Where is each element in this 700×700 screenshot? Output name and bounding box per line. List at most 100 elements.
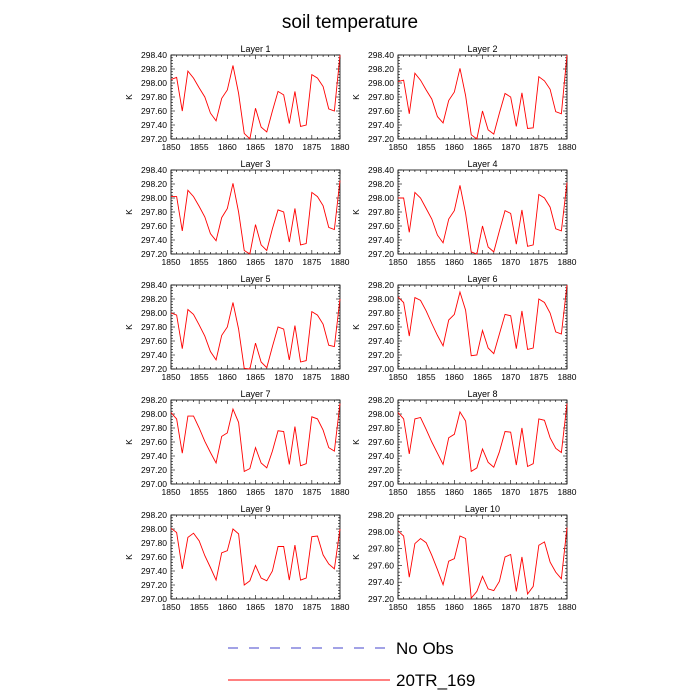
x-tick-label: 1855: [417, 487, 436, 497]
y-tick-label: 298.40: [368, 50, 394, 60]
x-tick-label: 1870: [274, 142, 293, 152]
x-tick-label: 1875: [529, 142, 548, 152]
x-tick-label: 1860: [218, 602, 237, 612]
y-tick-label: 298.20: [368, 395, 394, 405]
y-tick-label: 297.20: [141, 580, 167, 590]
x-tick-label: 1870: [501, 487, 520, 497]
x-tick-label: 1880: [331, 257, 350, 267]
legend-item: 20TR_169: [228, 671, 475, 690]
panel-title: Layer 7: [240, 389, 270, 399]
y-tick-label: 298.00: [368, 193, 394, 203]
y-tick-label: 297.40: [368, 577, 394, 587]
y-tick-label: 298.00: [368, 294, 394, 304]
y-axis-label: K: [124, 554, 134, 560]
x-tick-label: 1850: [162, 602, 181, 612]
y-tick-label: 298.20: [141, 179, 167, 189]
x-tick-label: 1860: [218, 487, 237, 497]
panel-layer-4: Layer 4 K 1850 1855 1860 1865 1870 1875 1880 297.…: [351, 159, 577, 267]
y-tick-label: 297.60: [368, 221, 394, 231]
series-line-20TR_169: [397, 527, 568, 600]
y-tick-label: 298.20: [141, 294, 167, 304]
y-tick-label: 297.40: [141, 120, 167, 130]
x-tick-label: 1875: [529, 372, 548, 382]
y-tick-label: 298.40: [141, 280, 167, 290]
y-tick-label: 297.20: [141, 364, 167, 374]
x-tick-label: 1875: [302, 257, 321, 267]
y-tick-label: 298.40: [368, 165, 394, 175]
x-tick-label: 1880: [331, 602, 350, 612]
x-tick-label: 1870: [274, 602, 293, 612]
x-tick-label: 1870: [501, 602, 520, 612]
x-tick-label: 1870: [274, 257, 293, 267]
x-tick-label: 1855: [190, 487, 209, 497]
y-tick-label: 297.80: [141, 92, 167, 102]
x-tick-label: 1850: [162, 142, 181, 152]
x-tick-label: 1880: [558, 257, 577, 267]
y-tick-label: 298.00: [141, 524, 167, 534]
y-axis-label: K: [351, 324, 361, 330]
y-tick-label: 297.20: [141, 249, 167, 259]
x-tick-label: 1880: [558, 487, 577, 497]
y-tick-label: 297.20: [368, 134, 394, 144]
panel-title: Layer 3: [240, 159, 270, 169]
x-tick-label: 1875: [302, 142, 321, 152]
y-tick-label: 298.00: [141, 308, 167, 318]
y-tick-label: 298.00: [368, 527, 394, 537]
x-tick-label: 1880: [558, 142, 577, 152]
x-tick-label: 1865: [246, 602, 265, 612]
x-tick-label: 1850: [162, 487, 181, 497]
x-tick-label: 1855: [417, 142, 436, 152]
y-tick-label: 298.00: [368, 78, 394, 88]
y-tick-label: 297.00: [141, 594, 167, 604]
x-tick-label: 1870: [501, 257, 520, 267]
legend-label: No Obs: [396, 639, 454, 658]
x-tick-label: 1870: [501, 372, 520, 382]
x-tick-label: 1865: [473, 487, 492, 497]
y-tick-label: 297.60: [368, 322, 394, 332]
panel-layer-10: Layer 10 K 1850 1855 1860 1865 1870 1875 1880 297…: [351, 504, 577, 612]
x-tick-label: 1870: [501, 142, 520, 152]
x-tick-label: 1880: [331, 372, 350, 382]
y-tick-label: 297.80: [141, 322, 167, 332]
y-tick-label: 297.60: [368, 437, 394, 447]
y-tick-label: 297.20: [141, 134, 167, 144]
y-tick-label: 298.20: [141, 395, 167, 405]
x-tick-label: 1865: [473, 372, 492, 382]
series-line-20TR_169: [397, 54, 568, 140]
x-tick-label: 1865: [473, 257, 492, 267]
x-tick-label: 1880: [558, 372, 577, 382]
y-tick-label: 297.00: [368, 479, 394, 489]
panels: Layer 1 K 1850 1855 1860 1865 1870 1875 1880 297.…: [124, 44, 577, 612]
x-tick-label: 1855: [190, 602, 209, 612]
y-tick-label: 297.80: [368, 544, 394, 554]
y-tick-label: 297.60: [368, 560, 394, 570]
x-tick-label: 1850: [389, 487, 408, 497]
x-tick-label: 1875: [529, 602, 548, 612]
y-tick-label: 297.80: [141, 538, 167, 548]
x-tick-label: 1850: [389, 372, 408, 382]
y-tick-label: 297.40: [141, 350, 167, 360]
x-tick-label: 1850: [389, 257, 408, 267]
legend-item: No Obs: [228, 639, 454, 658]
x-tick-label: 1870: [274, 487, 293, 497]
y-tick-label: 297.80: [368, 207, 394, 217]
series-line-20TR_169: [170, 403, 341, 473]
y-tick-label: 297.00: [141, 479, 167, 489]
panel-title: Layer 1: [240, 44, 270, 54]
y-axis-label: K: [351, 209, 361, 215]
y-tick-label: 298.20: [368, 179, 394, 189]
x-tick-label: 1855: [417, 602, 436, 612]
y-tick-label: 297.60: [141, 552, 167, 562]
y-tick-label: 298.00: [141, 193, 167, 203]
y-tick-label: 298.20: [368, 510, 394, 520]
y-tick-label: 297.20: [368, 350, 394, 360]
x-tick-label: 1850: [162, 257, 181, 267]
panel-layer-7: Layer 7 K 1850 1855 1860 1865 1870 1875 1880 297.…: [124, 389, 350, 497]
y-tick-label: 297.80: [368, 308, 394, 318]
x-tick-label: 1875: [302, 487, 321, 497]
x-tick-label: 1865: [246, 372, 265, 382]
y-tick-label: 297.40: [368, 120, 394, 130]
panel-title: Layer 4: [467, 159, 497, 169]
y-tick-label: 297.00: [368, 364, 394, 374]
